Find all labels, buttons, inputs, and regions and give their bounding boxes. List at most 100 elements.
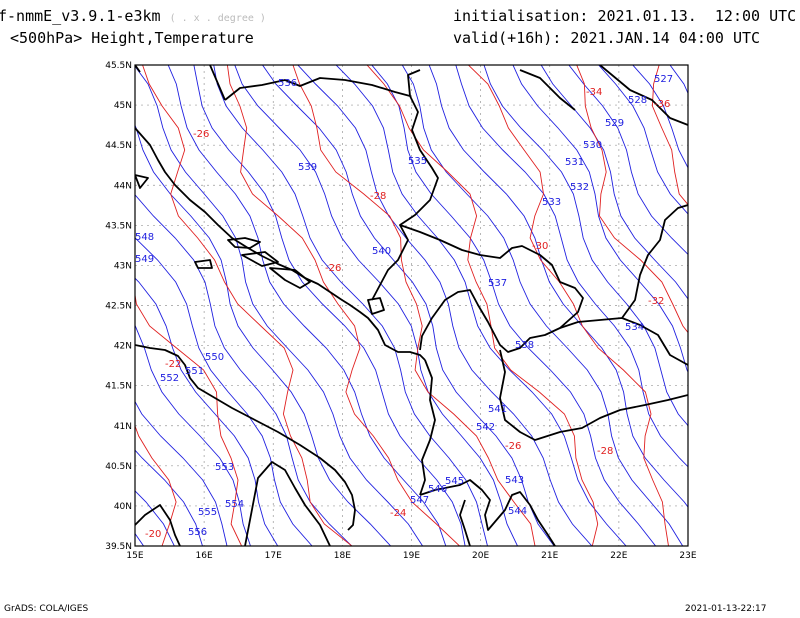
bosnia-border [224,77,439,301]
height-contour [792,40,800,568]
height-contour-label: 531 [565,157,584,168]
height-contours [0,40,800,568]
height-contour-label: 554 [225,499,244,510]
height-contour-label: 537 [488,278,507,289]
height-contour [167,65,447,546]
lon-tick-label: 19E [403,551,420,561]
height-contour-label: 551 [185,366,204,377]
lat-tick-label: 42N [114,342,132,352]
temperature-contour [0,40,109,568]
lon-tick-label: 17E [265,551,282,561]
height-contour-label: 545 [445,476,464,487]
lon-tick-label: 23E [679,551,696,561]
island-2 [241,251,279,267]
albania-macedonia-border [419,349,688,496]
temperature-contour [651,65,688,206]
temperature-contour-label: -26 [193,129,209,140]
temperature-labels: -26 -28 -26 -30 -32 -34 -36 -22 -24 -26 -28 -20 [145,87,670,540]
temperature-contour-label: -20 [145,529,161,540]
valid-time: valid(+16h): 2021.JAN.14 04:00 UTC [453,29,761,47]
greece-coastline [419,479,556,546]
coastlines-and-borders [135,65,688,546]
height-contour-label: 556 [188,527,207,538]
init-time: initialisation: 2021.01.13. 12:00 UTC [453,7,797,25]
height-contour-label: 549 [135,254,154,265]
temperature-contour [226,65,461,546]
lat-tick-label: 42.5N [105,302,132,312]
island-1 [227,237,261,249]
lat-tick-label: 44N [114,181,132,191]
height-contour-label: 527 [654,74,673,85]
height-contour [483,65,688,427]
footer-credit: GrADS: COLA/IGES [4,604,89,614]
lat-tick-label: 41N [114,422,132,432]
longitude-labels: 15E 16E 17E 18E 19E 20E 21E 22E 23E [126,551,696,561]
temperature-contour [142,65,353,546]
lon-tick-label: 16E [196,551,213,561]
height-contour [135,449,203,546]
hungary-border [135,65,226,101]
height-contour [512,65,688,374]
height-contour [455,65,688,468]
height-contour-label: 544 [508,506,527,517]
height-contour-label: 542 [476,422,495,433]
temperature-contour [135,291,243,546]
temperature-contour [715,40,800,568]
height-contour [261,65,555,546]
map-subtitle: <500hPa> Height,Temperature [10,29,254,47]
height-contour [193,65,466,546]
height-contour [568,65,688,255]
model-title: f-nmmE_v3.9.1-e3km ( . x . degree ) [0,7,266,25]
temperature-contour-label: -28 [370,191,386,202]
height-contour [401,65,684,546]
height-contour [632,65,688,169]
height-contour [297,65,593,546]
italy-coastline-south [244,461,331,546]
height-contour-label: 536 [278,78,297,89]
height-contour [669,65,688,95]
height-contour-label: 543 [505,475,524,486]
projection-note: ( . x . degree ) [169,13,266,24]
height-contour-label: 541 [488,404,507,415]
height-contour-label: 540 [372,246,391,257]
height-contour-label: 538 [515,340,534,351]
height-contour [213,65,489,546]
height-contour [540,65,688,300]
graticule [135,65,688,546]
croatian-coastline [135,127,426,361]
height-contour [0,40,98,568]
height-contour-label: 552 [160,373,179,384]
height-contour-label: 528 [628,95,647,106]
temperature-contour-label: -26 [505,441,521,452]
lat-tick-label: 39.5N [105,542,132,552]
romania-border [407,65,688,126]
lat-tick-label: 43N [114,261,132,271]
temperature-contour [784,40,800,568]
temperature-contour-label: -36 [654,99,670,110]
lat-tick-label: 43.5N [105,221,132,231]
lon-tick-label: 18E [334,551,351,561]
height-contour [598,65,688,215]
lat-tick-label: 45.5N [105,61,132,71]
temperature-contour [135,424,177,546]
height-contour [135,490,175,546]
lon-tick-label: 15E [126,551,143,561]
height-contour [687,40,800,568]
lon-tick-label: 20E [472,551,489,561]
lat-tick-label: 40N [114,502,132,512]
height-contour [135,277,279,546]
temperature-contour [0,40,34,568]
height-contour-label: 546 [428,484,447,495]
italy-coastline [135,344,356,546]
island-5 [135,174,149,189]
height-contour-label: 530 [583,140,602,151]
lat-tick-label: 45N [114,101,132,111]
lat-tick-label: 44.5N [105,141,132,151]
bulgaria-border [559,204,688,366]
temperature-contour-label: -28 [597,446,613,457]
height-contour-label: 534 [625,322,644,333]
temperature-contour [467,65,670,546]
temperature-contour [366,65,599,546]
height-contour-label: 555 [198,507,217,518]
height-contour [773,40,800,568]
